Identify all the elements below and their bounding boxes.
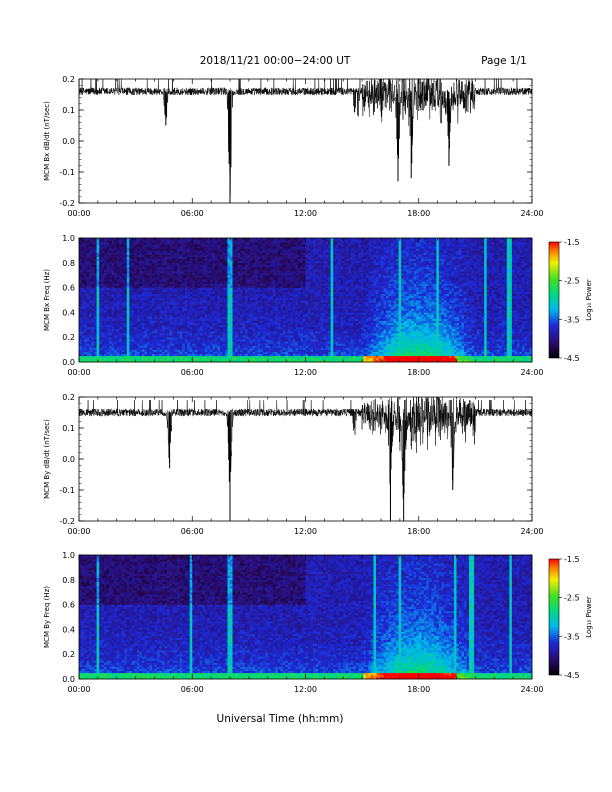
- x-ticks-2: 00:00 06:00 12:00 18:00 24:00: [67, 397, 544, 536]
- x-tick-label: 18:00: [407, 368, 430, 377]
- y-tick-label: 0.1: [62, 106, 75, 115]
- spectrogram-cells: [79, 555, 533, 680]
- x-ticks-0: 00:00 06:00 12:00 18:00 24:00: [67, 79, 544, 218]
- x-ticks-1: 00:00 06:00 12:00 18:00 24:00: [67, 238, 544, 377]
- y-tick-label: 0.4: [62, 308, 75, 317]
- colorbar-title: Log₁₀ Power: [585, 279, 593, 321]
- y-tick-label: 0.0: [62, 137, 75, 146]
- y-axis-title: MCM Bx Freq (Hz): [43, 269, 51, 331]
- x-tick-label: 12:00: [294, 209, 317, 218]
- y-tick-label: -0.1: [59, 168, 75, 177]
- y-tick-label: 0.1: [62, 424, 75, 433]
- x-tick-label: 12:00: [294, 685, 317, 694]
- y-tick-label: 0.6: [62, 284, 75, 293]
- y-tick-label: -0.2: [59, 517, 75, 526]
- y-tick-label: 0.8: [62, 576, 75, 585]
- panel-frame: [78, 78, 533, 204]
- x-tick-label: 12:00: [294, 368, 317, 377]
- colorbar-tick-label: -2.5: [564, 594, 580, 603]
- colorbar-tick-label: -1.5: [564, 238, 580, 247]
- y-tick-label: 1.0: [62, 551, 75, 560]
- dbdt-trace: [78, 78, 533, 201]
- x-tick-label: 24:00: [520, 209, 543, 218]
- x-ticks-3: 00:00 06:00 12:00 18:00 24:00: [67, 555, 544, 694]
- colorbar: -1.5 -2.5 -3.5 -4.5 Log₁₀ Power: [548, 238, 593, 363]
- dbdt-trace: [78, 396, 533, 521]
- colorbar-tick-label: -3.5: [564, 315, 580, 324]
- x-tick-label: 00:00: [67, 368, 90, 377]
- y-axis-title: MCM Bx dB/dt (nT/sec): [43, 101, 51, 181]
- y-tick-label: 0.0: [62, 358, 75, 367]
- chart-title: 2018/11/21 00:00−24:00 UT: [200, 55, 351, 67]
- colorbar-tick-label: -4.5: [564, 354, 580, 363]
- y-tick-label: 0.0: [62, 675, 75, 684]
- page-indicator: Page 1/1: [481, 55, 527, 67]
- x-tick-label: 18:00: [407, 685, 430, 694]
- y-tick-label: 0.8: [62, 259, 75, 268]
- y-tick-label: 1.0: [62, 234, 75, 243]
- colorbar: -1.5 -2.5 -3.5 -4.5 Log₁₀ Power: [548, 555, 593, 680]
- panels: 0.2 0.1 0.0 -0.1 -0.2 MCM Bx dB/dt (nT/sec) 00…: [43, 75, 593, 694]
- y-tick-label: 0.0: [62, 455, 75, 464]
- y-axis-title: MCM By dB/dt (nT/sec): [43, 419, 51, 499]
- x-axis-title: Universal Time (hh:mm): [217, 713, 344, 725]
- y-tick-label: -0.1: [59, 486, 75, 495]
- colorbar-tick-label: -3.5: [564, 632, 580, 641]
- colorbar-title: Log₁₀ Power: [585, 596, 593, 638]
- x-tick-label: 06:00: [181, 209, 204, 218]
- x-tick-label: 06:00: [181, 685, 204, 694]
- x-tick-label: 24:00: [520, 368, 543, 377]
- colorbar-tick-label: -4.5: [564, 671, 580, 680]
- x-tick-label: 00:00: [67, 209, 90, 218]
- y-tick-label: 0.2: [62, 393, 75, 402]
- x-tick-label: 24:00: [520, 527, 543, 536]
- x-tick-label: 06:00: [181, 527, 204, 536]
- colorbar-tick-label: -2.5: [564, 277, 580, 286]
- y-tick-label: 0.2: [62, 650, 75, 659]
- y-axis-title: MCM By Freq (Hz): [43, 586, 51, 648]
- spectrogram-cells: [79, 238, 533, 363]
- y-tick-label: 0.6: [62, 601, 75, 610]
- y-tick-label: 0.2: [62, 333, 75, 342]
- y-tick-label: 0.2: [62, 75, 75, 84]
- x-tick-label: 18:00: [407, 209, 430, 218]
- y-tick-label: 0.4: [62, 625, 75, 634]
- x-tick-label: 00:00: [67, 685, 90, 694]
- x-tick-label: 24:00: [520, 685, 543, 694]
- y-tick-label: -0.2: [59, 199, 75, 208]
- x-tick-label: 06:00: [181, 368, 204, 377]
- x-tick-label: 00:00: [67, 527, 90, 536]
- x-tick-label: 12:00: [294, 527, 317, 536]
- colorbar-tick-label: -1.5: [564, 555, 580, 564]
- x-tick-label: 18:00: [407, 527, 430, 536]
